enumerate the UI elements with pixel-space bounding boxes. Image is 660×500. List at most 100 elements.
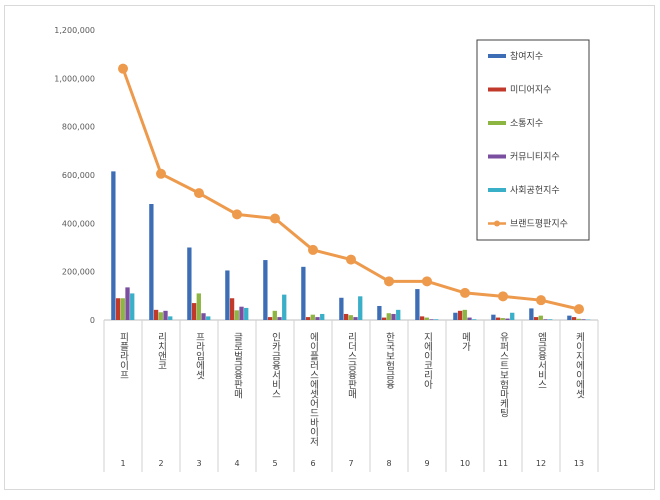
category-number: 12 [536,459,546,468]
bar [420,316,424,320]
line-point [384,276,394,286]
category-label: 지에이코리아 [422,332,433,390]
category-number: 3 [196,459,201,468]
category-label: 엠금융서비스 [536,331,547,389]
category-number: 4 [234,459,239,468]
category-label: 리치앤코 [156,332,167,370]
bar [163,311,167,320]
bar [244,308,248,320]
bar [387,313,391,320]
bar [463,310,467,320]
bar [425,318,429,320]
legend-label: 커뮤니티지수 [510,152,560,163]
legend-swatch [488,121,506,125]
bar [577,319,581,320]
bar [543,319,547,320]
line-point [270,214,280,224]
legend-label: 참여지수 [510,50,543,62]
bar [268,317,272,320]
bar [225,270,229,320]
category-label: 프라임에셋 [194,332,205,380]
bar [434,319,438,320]
bar [548,319,552,320]
bar [306,317,310,320]
category-label: 글로벌금융판매 [232,332,243,399]
y-tick-label: 400,000 [62,219,95,228]
bar [458,311,462,320]
line-point [346,255,356,265]
y-tick-label: 0 [90,316,95,325]
bar [534,317,538,320]
category-label: 케이지에이에셋 [574,332,585,399]
category-number: 10 [460,459,470,468]
bar [505,319,509,320]
line-point [194,188,204,198]
bar [353,317,357,320]
legend-box [477,40,589,240]
line-point [232,209,242,219]
bar [273,311,277,320]
bar [154,310,158,320]
legend-marker [494,221,500,227]
bar [510,313,514,320]
line-point [498,291,508,301]
bar [529,308,533,320]
bar [125,287,129,320]
bar [491,315,495,320]
category-number: 11 [498,459,508,468]
bar [111,171,115,320]
bar [206,316,210,320]
line-point [574,304,584,314]
y-tick-label: 200,000 [62,268,95,277]
bar [467,318,471,320]
bar [453,313,457,320]
category-label: 유퍼스트보험마케팅 [498,332,509,418]
category-label: 한국보험금융 [384,332,395,389]
bar [239,307,243,320]
bar [501,318,505,320]
legend-swatch [488,155,506,159]
line-point [422,276,432,286]
bar [201,313,205,320]
bar [581,319,585,320]
category-label: 리더스금융판매 [346,332,357,399]
bar [320,314,324,320]
bar [496,318,500,320]
bar [396,310,400,320]
bar [130,293,134,320]
bar [282,295,286,320]
bar [391,314,395,320]
legend-label: 브랜드평판지수 [510,219,568,230]
bar [192,303,196,320]
line-point [460,288,470,298]
line-point [536,295,546,305]
line-point [156,169,166,179]
legend-label: 사회공헌지수 [510,185,560,196]
bar [168,316,172,320]
y-tick-label: 1,000,000 [54,74,95,83]
category-number: 2 [158,459,163,468]
category-label: 메가 [460,332,471,352]
bar [377,306,381,320]
bar [277,317,281,320]
bar [572,317,576,320]
line-point [118,64,128,74]
legend-label: 미디어지수 [510,85,551,96]
legend-swatch [488,88,506,92]
category-number: 5 [272,459,277,468]
bar [567,316,571,320]
bar [121,298,125,320]
bar [263,260,267,320]
bar [301,267,305,320]
category-label: 인카금융서비스 [270,332,281,399]
bar [415,289,419,320]
bar [344,314,348,320]
category-number: 8 [386,459,391,468]
category-number: 9 [424,459,429,468]
y-tick-label: 800,000 [62,123,95,132]
legend-label: 소통지수 [510,118,543,129]
bar [358,296,362,320]
bar [311,315,315,320]
